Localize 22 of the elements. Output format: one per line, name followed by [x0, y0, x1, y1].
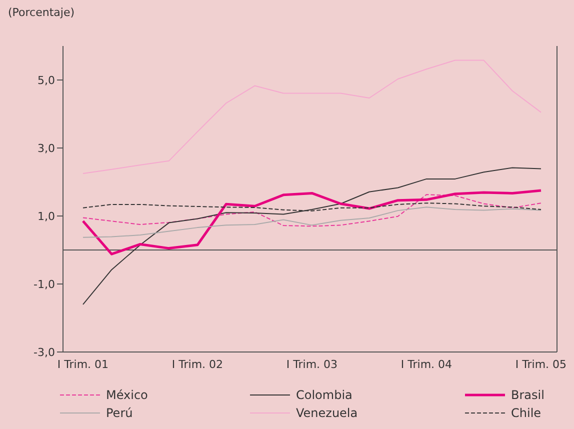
y-tick-label: 5,0: [38, 74, 55, 87]
x-tick-label: I Trim. 04: [400, 358, 452, 371]
line-series: [82, 60, 542, 174]
x-tick-label: I Trim. 03: [286, 358, 338, 371]
legend-label: Venezuela: [296, 406, 358, 420]
x-tick-label: I Trim. 02: [172, 358, 224, 371]
line-series: [82, 167, 542, 305]
y-tick-label: 1,0: [38, 210, 55, 223]
line-series: [82, 194, 542, 227]
line-series: [82, 206, 542, 238]
legend-label: Brasil: [511, 388, 544, 402]
legend-label: México: [106, 388, 148, 402]
y-tick-label: -3,0: [34, 346, 55, 359]
y-tick-label: 3,0: [38, 142, 55, 155]
x-tick-label: I Trim. 01: [57, 358, 109, 371]
legend-label: Chile: [511, 406, 542, 420]
y-tick-label: -1,0: [34, 278, 55, 291]
x-tick-label: I Trim. 05: [515, 358, 567, 371]
line-series: [82, 189, 542, 256]
y-axis-title: (Porcentaje): [8, 6, 74, 19]
legend-label: Perú: [106, 406, 133, 420]
legend-label: Colombia: [296, 388, 352, 402]
